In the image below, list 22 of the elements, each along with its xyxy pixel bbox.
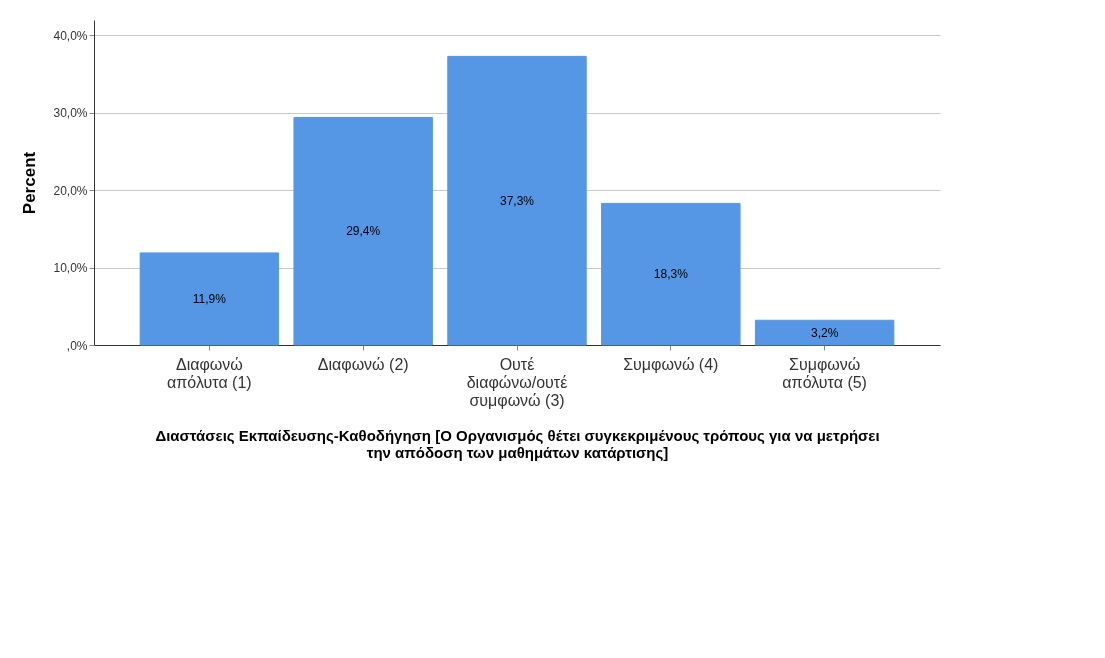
bar bbox=[447, 55, 587, 346]
data-label: 18,3% bbox=[653, 267, 689, 282]
data-label: 11,9% bbox=[192, 291, 227, 306]
y-tick-label: 40,0% bbox=[53, 28, 88, 43]
y-tick-label: 30,0% bbox=[53, 106, 88, 121]
data-label: 37,3% bbox=[499, 193, 535, 208]
y-tick-label: 10,0% bbox=[53, 261, 88, 276]
x-tick-label: Ουτέ διαφώνω/ουτέ συμφωνώ (3) bbox=[466, 355, 568, 409]
bar bbox=[139, 252, 280, 346]
bar bbox=[293, 117, 433, 346]
bar bbox=[754, 319, 895, 346]
bar bbox=[601, 202, 741, 346]
y-tick-label: ,0% bbox=[66, 338, 88, 353]
x-tick-label: Συμφωνώ (4) bbox=[623, 355, 719, 373]
x-tick-label: Διαφωνώ (2) bbox=[317, 355, 409, 373]
x-axis-title: Διαστάσεις Εκπαίδευσης-Καθοδήγηση [Ο Οργανισμός θέτει συγκεκριμένους τρόπους για να μετρήσει την απόδοση των μαθημάτων κατάρτισης] bbox=[155, 426, 880, 461]
data-label: 29,4% bbox=[346, 224, 381, 239]
y-axis-title: Percent bbox=[20, 151, 40, 215]
x-tick-label: Συμφωνώ απόλυτα (5) bbox=[782, 355, 867, 391]
y-tick-label: 20,0% bbox=[53, 183, 88, 198]
data-label: 3,2% bbox=[810, 325, 839, 340]
x-tick-label: Διαφωνώ απόλυτα (1) bbox=[167, 355, 252, 391]
